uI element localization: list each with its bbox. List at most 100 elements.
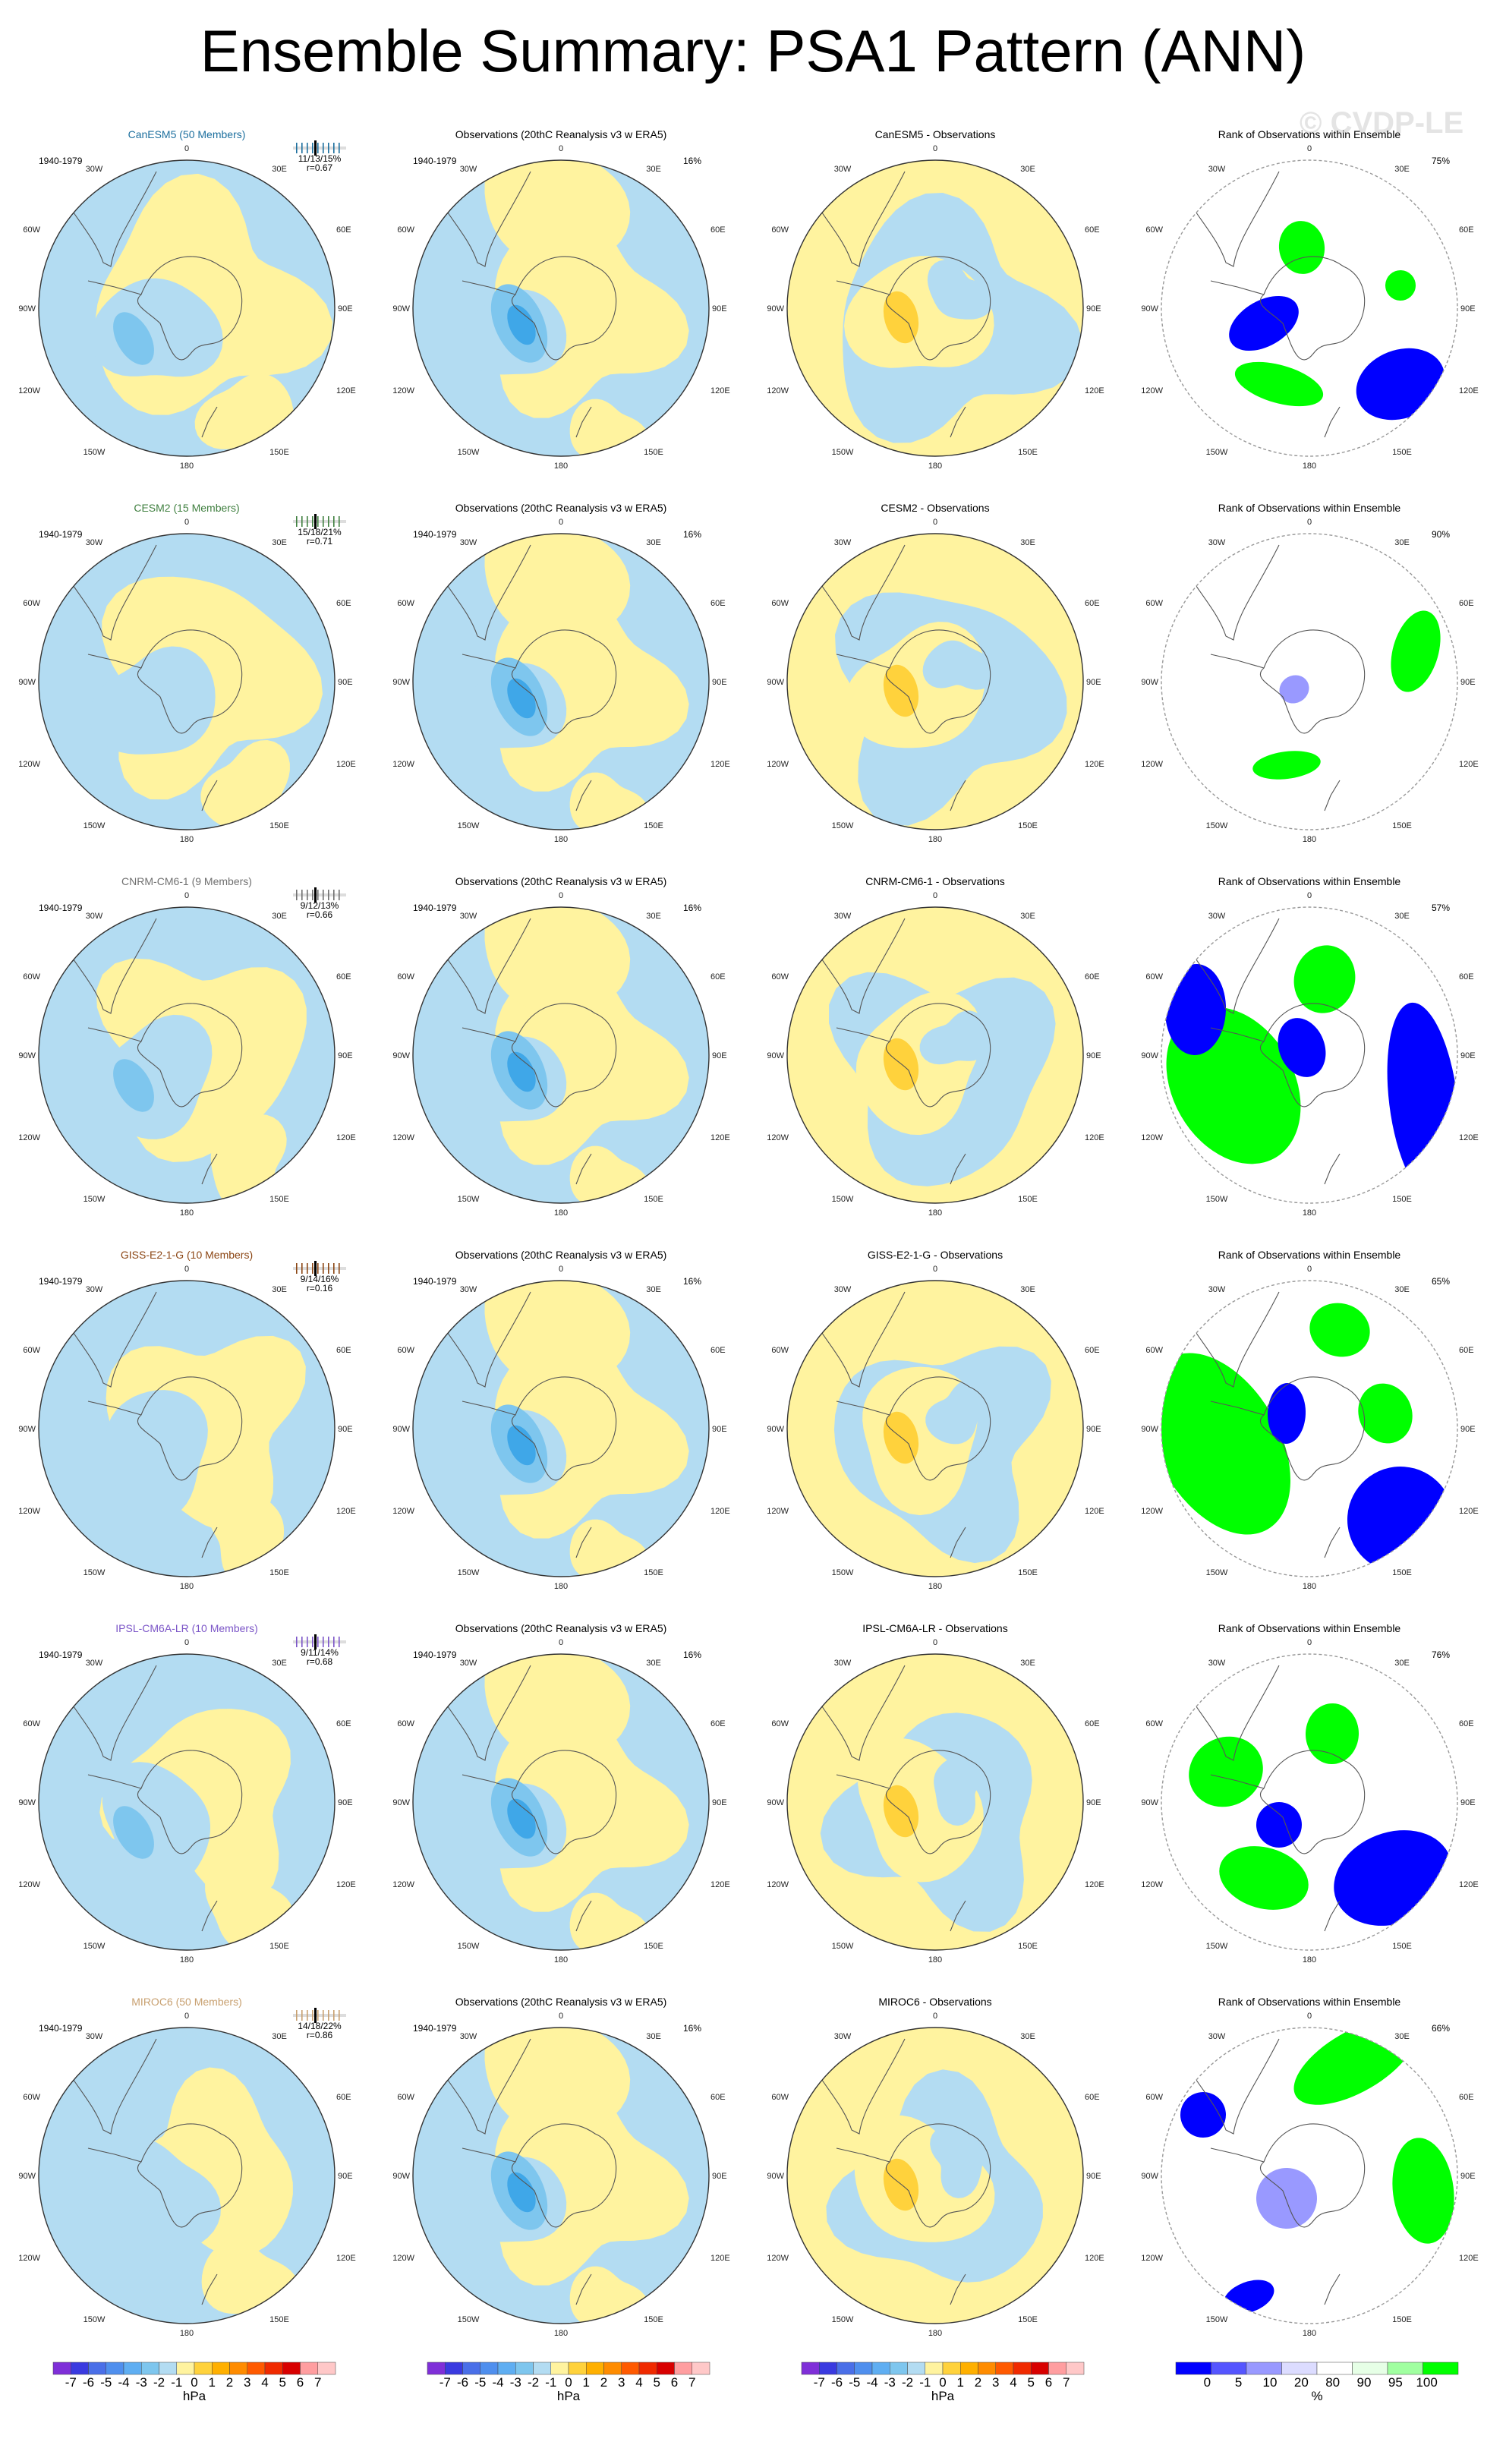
peninsula-coastline (1210, 1401, 1265, 1416)
map-frame-r5-c2: 0 30W 30E 60W 60E 90W 90E 120W 120E 150W 150E 180 (767, 2012, 1104, 2338)
ensemble-member-tick (301, 1263, 303, 1274)
longitude-label-bottom: 180 (928, 1955, 942, 1965)
map-frame-r3-c2: 0 30W 30E 60W 60E 90W 90E 120W 120E 150W 150E 180 (767, 1265, 1104, 1591)
colorbar-tick-label: 1 (957, 2375, 964, 2390)
longitude-label-bottom_left: 150W (83, 2315, 106, 2324)
colorbar-swatch (925, 2362, 944, 2375)
colorbar-swatch (462, 2362, 480, 2375)
rank-pct: 90% (1432, 529, 1450, 540)
model-panel-title: CanESM5 (50 Members) (128, 128, 246, 140)
colorbar-swatch (317, 2362, 336, 2375)
longitude-label-bottom_left: 150W (458, 1568, 480, 1577)
colorbar-swatch (638, 2362, 657, 2375)
negative-difference-region (925, 1379, 988, 1445)
longitude-label-upper_right: 60E (336, 1346, 351, 1355)
longitude-label-bottom_right: 150E (1018, 1942, 1038, 1951)
rank-region (1189, 1736, 1263, 1807)
antarctica-coastline (137, 2123, 243, 2228)
new-zealand-coastline (201, 406, 218, 438)
ensemble-member-tick (328, 1263, 329, 1274)
model-pattern-correlation: r=0.67 (307, 162, 333, 173)
longitude-label-top: 0 (933, 518, 937, 527)
positive-anomaly-region (484, 1281, 631, 1386)
new-zealand-coastline (950, 780, 966, 811)
longitude-label-upper_left: 60W (397, 972, 414, 982)
antarctica-coastline (511, 629, 617, 734)
longitude-label-bottom: 180 (180, 1208, 194, 1218)
obs-variance-pct: 16% (683, 903, 701, 913)
colorbar-swatch (497, 2362, 516, 2375)
longitude-label-right: 90E (1460, 678, 1476, 687)
model-pattern-correlation: r=0.16 (307, 1283, 333, 1293)
longitude-label-right: 90E (1460, 1425, 1476, 1434)
longitude-label-left: 90W (767, 1425, 784, 1434)
negative-anomaly-peak (507, 678, 536, 719)
longitude-label-top_left: 30W (86, 1285, 103, 1294)
longitude-label-lower_right: 120E (336, 1880, 356, 1889)
map-border (38, 159, 336, 457)
peninsula-coastline (462, 654, 516, 669)
longitude-label-lower_left: 120W (392, 1133, 414, 1142)
longitude-label-top_right: 30E (272, 2032, 287, 2041)
longitude-label-bottom_left: 150W (458, 448, 480, 457)
longitude-label-bottom_right: 150E (644, 1568, 663, 1577)
longitude-label-lower_right: 120E (1459, 1133, 1479, 1142)
longitude-label-lower_left: 120W (767, 386, 789, 395)
map-border (412, 1280, 710, 1577)
longitude-label-lower_right: 120E (1085, 386, 1104, 395)
model-stats-pct: 11/13/15% (298, 153, 342, 164)
map-border (1161, 159, 1458, 457)
longitude-label-bottom_right: 150E (1018, 1568, 1038, 1577)
ensemble-spread-bar (293, 1640, 346, 1643)
colorbar-swatch (995, 2362, 1014, 2375)
rank-region (1309, 1303, 1370, 1357)
longitude-label-upper_right: 60E (1085, 1719, 1100, 1728)
colorbar-swatch (907, 2362, 925, 2375)
new-zealand-coastline (575, 1900, 592, 1932)
rank-panel-title: Rank of Observations within Ensemble (1218, 1996, 1401, 2008)
antarctica-coastline (885, 1003, 991, 1108)
longitude-label-bottom_right: 150E (644, 1942, 663, 1951)
rank-pct: 65% (1432, 1276, 1450, 1287)
longitude-label-top_right: 30E (1394, 1659, 1410, 1668)
colorbar-swatch (300, 2362, 318, 2375)
longitude-label-upper_right: 60E (710, 1346, 726, 1355)
antarctica-coastline (511, 1376, 617, 1481)
south-america-coastline (435, 918, 531, 1014)
map-frame-r4-c2: 0 30W 30E 60W 60E 90W 90E 120W 120E 150W 150E 180 (767, 1638, 1104, 1965)
longitude-label-bottom: 180 (1303, 2329, 1316, 2338)
colorbar-swatch (1246, 2362, 1282, 2375)
longitude-label-lower_right: 120E (336, 386, 356, 395)
rank-region (1358, 1383, 1413, 1444)
longitude-label-top_left: 30W (1208, 165, 1226, 174)
colorbar-swatch (1066, 2362, 1085, 2375)
longitude-label-bottom_right: 150E (269, 1195, 289, 1204)
colorbar-diff: -7 -6 -5 -4 -3 -2 -1 0 1 2 3 4 5 6 7 hPa (801, 2362, 1085, 2403)
longitude-label-bottom: 180 (180, 2329, 194, 2338)
south-america-coastline (809, 544, 906, 641)
longitude-label-right: 90E (1086, 2172, 1101, 2181)
model-pattern-correlation: r=0.66 (307, 909, 333, 920)
negative-anomaly-region (99, 2137, 221, 2253)
new-zealand-coastline (575, 1527, 592, 1558)
map-frame-r4-c1: 0 30W 30E 60W 60E 90W 90E 120W 120E 150W 150E 180 (392, 1638, 729, 1965)
longitude-label-top: 0 (184, 2012, 189, 2021)
longitude-label-upper_left: 60W (23, 972, 40, 982)
longitude-label-right: 90E (338, 2172, 353, 2181)
longitude-label-upper_left: 60W (1145, 972, 1163, 982)
longitude-label-top_left: 30W (834, 912, 852, 921)
longitude-label-top_right: 30E (272, 1659, 287, 1668)
model-pattern-correlation: r=0.68 (307, 1656, 333, 1667)
negative-anomaly-core (113, 1806, 154, 1859)
south-america-coastline (61, 918, 157, 1014)
colorbar-swatch (229, 2362, 247, 2375)
new-zealand-coastline (575, 780, 592, 811)
longitude-label-right: 90E (1460, 1798, 1476, 1807)
ensemble-member-tick (312, 143, 313, 153)
negative-anomaly-peak (507, 1798, 536, 1839)
longitude-label-bottom_right: 150E (644, 1195, 663, 1204)
rank-region (1229, 295, 1299, 351)
longitude-label-upper_left: 60W (397, 225, 414, 235)
rank-region (1356, 348, 1445, 421)
longitude-label-top: 0 (559, 891, 563, 900)
